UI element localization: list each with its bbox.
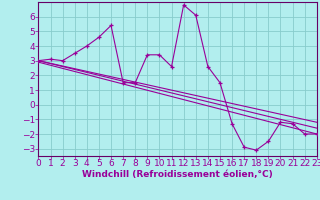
X-axis label: Windchill (Refroidissement éolien,°C): Windchill (Refroidissement éolien,°C) [82, 170, 273, 179]
